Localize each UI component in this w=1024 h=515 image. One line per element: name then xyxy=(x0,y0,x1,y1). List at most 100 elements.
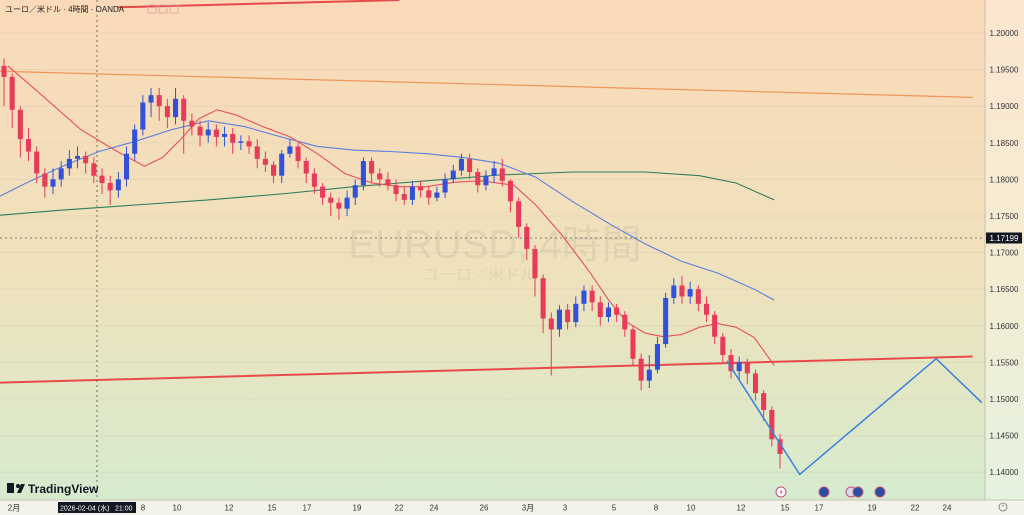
candle-body xyxy=(540,278,546,319)
candle-body xyxy=(434,192,440,198)
chart-title: ユーロ／米ドル · 4時間 · OANDA xyxy=(5,4,125,14)
tradingview-logo-icon xyxy=(7,483,14,493)
clock-icon[interactable] xyxy=(998,502,1008,512)
candle-body xyxy=(654,344,661,370)
chart-layout-icon[interactable] xyxy=(147,4,157,14)
candle-body xyxy=(687,289,693,297)
time-tick-label: 19 xyxy=(868,504,877,513)
candle-body xyxy=(761,393,767,410)
time-tick-label: 22 xyxy=(395,504,404,513)
time-tick-label: 24 xyxy=(943,504,952,513)
candle-body xyxy=(581,290,587,304)
symbol-watermark: EURUSD, 4時間 ユーロ／米ドル xyxy=(348,223,641,284)
candle-body xyxy=(703,303,710,315)
crosshair-date-tag: 2026-02-04 (水) 21:00 xyxy=(58,502,136,513)
candle-body xyxy=(605,307,611,317)
trendline-orange[interactable] xyxy=(0,70,973,98)
candle-body xyxy=(467,158,473,173)
candle-body xyxy=(254,146,260,159)
candle-body xyxy=(222,133,228,137)
candle-body xyxy=(99,175,105,184)
candle-body xyxy=(123,153,130,180)
candle-body xyxy=(442,179,448,193)
event-marker-flag-eu-2[interactable] xyxy=(874,486,886,498)
time-tick-label: 15 xyxy=(268,504,277,513)
time-tick-label: 15 xyxy=(781,504,790,513)
candle-body xyxy=(213,129,219,137)
event-marker-flag-eu[interactable] xyxy=(818,486,830,498)
candle-body xyxy=(279,153,285,176)
candle-body xyxy=(679,285,685,297)
candle-body xyxy=(197,126,203,136)
crosshair-date-bg xyxy=(58,502,136,513)
event-markers[interactable] xyxy=(775,486,886,498)
tradingview-logo-dot xyxy=(16,484,20,488)
candle-body xyxy=(401,193,407,200)
price-tick-label: 1.20000 xyxy=(990,29,1019,38)
candle-body xyxy=(173,98,179,118)
candle-body xyxy=(34,151,40,174)
candle-body xyxy=(328,197,334,203)
candle-body xyxy=(769,409,775,440)
time-tick-label: 17 xyxy=(815,504,824,513)
candle-body xyxy=(17,109,23,140)
candle-body xyxy=(418,186,424,191)
candle-body xyxy=(573,303,579,323)
eu-flag-icon[interactable] xyxy=(818,486,830,498)
axis-settings[interactable] xyxy=(998,502,1008,512)
grid-layer xyxy=(0,32,985,473)
candle-body xyxy=(736,362,742,372)
price-tick-label: 1.19500 xyxy=(990,66,1019,75)
trendline-red[interactable] xyxy=(0,355,973,384)
time-tick-label: 8 xyxy=(654,504,659,513)
time-tick-label: 12 xyxy=(225,504,234,513)
price-tick-label: 1.17000 xyxy=(990,249,1019,258)
price-tick-label: 1.17500 xyxy=(990,212,1019,221)
candle-body xyxy=(663,297,669,345)
candle-body xyxy=(205,129,211,136)
time-axis-panel[interactable] xyxy=(0,500,1024,515)
candle-body xyxy=(638,358,644,381)
candle-body xyxy=(246,141,252,147)
candle-body xyxy=(458,158,464,171)
price-tick-label: 1.14000 xyxy=(990,468,1019,477)
time-tick-label: 10 xyxy=(173,504,182,513)
price-tick-label: 1.18500 xyxy=(990,139,1019,148)
watermark-symbol: EURUSD, 4時間 xyxy=(348,223,641,267)
candle-body xyxy=(752,373,759,394)
trendline-red[interactable] xyxy=(117,0,400,9)
candle-body xyxy=(311,173,317,187)
header-bar: ユーロ／米ドル · 4時間 · OANDA xyxy=(5,4,179,14)
time-tick-label: 12 xyxy=(737,504,746,513)
time-tick-label: 3 xyxy=(563,504,568,513)
candle-body xyxy=(393,185,399,194)
price-tick-label: 1.19000 xyxy=(990,102,1019,111)
candle-body xyxy=(42,173,48,187)
time-tick-label: 2月 xyxy=(8,504,20,513)
price-axis-panel[interactable] xyxy=(985,0,1024,500)
candle-body xyxy=(303,161,309,174)
header-icons[interactable] xyxy=(147,4,179,14)
candle-body xyxy=(287,146,293,154)
event-marker-flags-multi[interactable] xyxy=(845,486,864,498)
chart-flag-icon[interactable] xyxy=(158,4,168,14)
candle-body xyxy=(91,163,97,176)
candle-body xyxy=(556,309,562,330)
candle-body xyxy=(507,180,513,202)
time-tick-label: 10 xyxy=(687,504,696,513)
eu-flag-icon[interactable] xyxy=(852,486,864,498)
candle-body xyxy=(238,141,244,143)
price-axis[interactable]: 1.20000 1.19500 1.19000 1.18500 1.18000 1.175… xyxy=(990,29,1019,477)
chart-settings-icon[interactable] xyxy=(169,4,179,14)
candle-body xyxy=(614,307,620,315)
event-marker-lightning[interactable] xyxy=(775,486,787,498)
candle-body xyxy=(230,133,236,143)
projection-zigzag[interactable] xyxy=(726,357,983,476)
candle-body xyxy=(499,168,505,181)
candle-body xyxy=(426,190,432,198)
candle-body xyxy=(132,129,138,154)
time-axis[interactable]: 2月 8 10 12 15 17 19 22 24 26 3月 3 5 8 10 12 15 17 19 22 24 xyxy=(8,504,952,513)
eu-flag-icon[interactable] xyxy=(874,486,886,498)
projection-layer xyxy=(726,357,983,476)
